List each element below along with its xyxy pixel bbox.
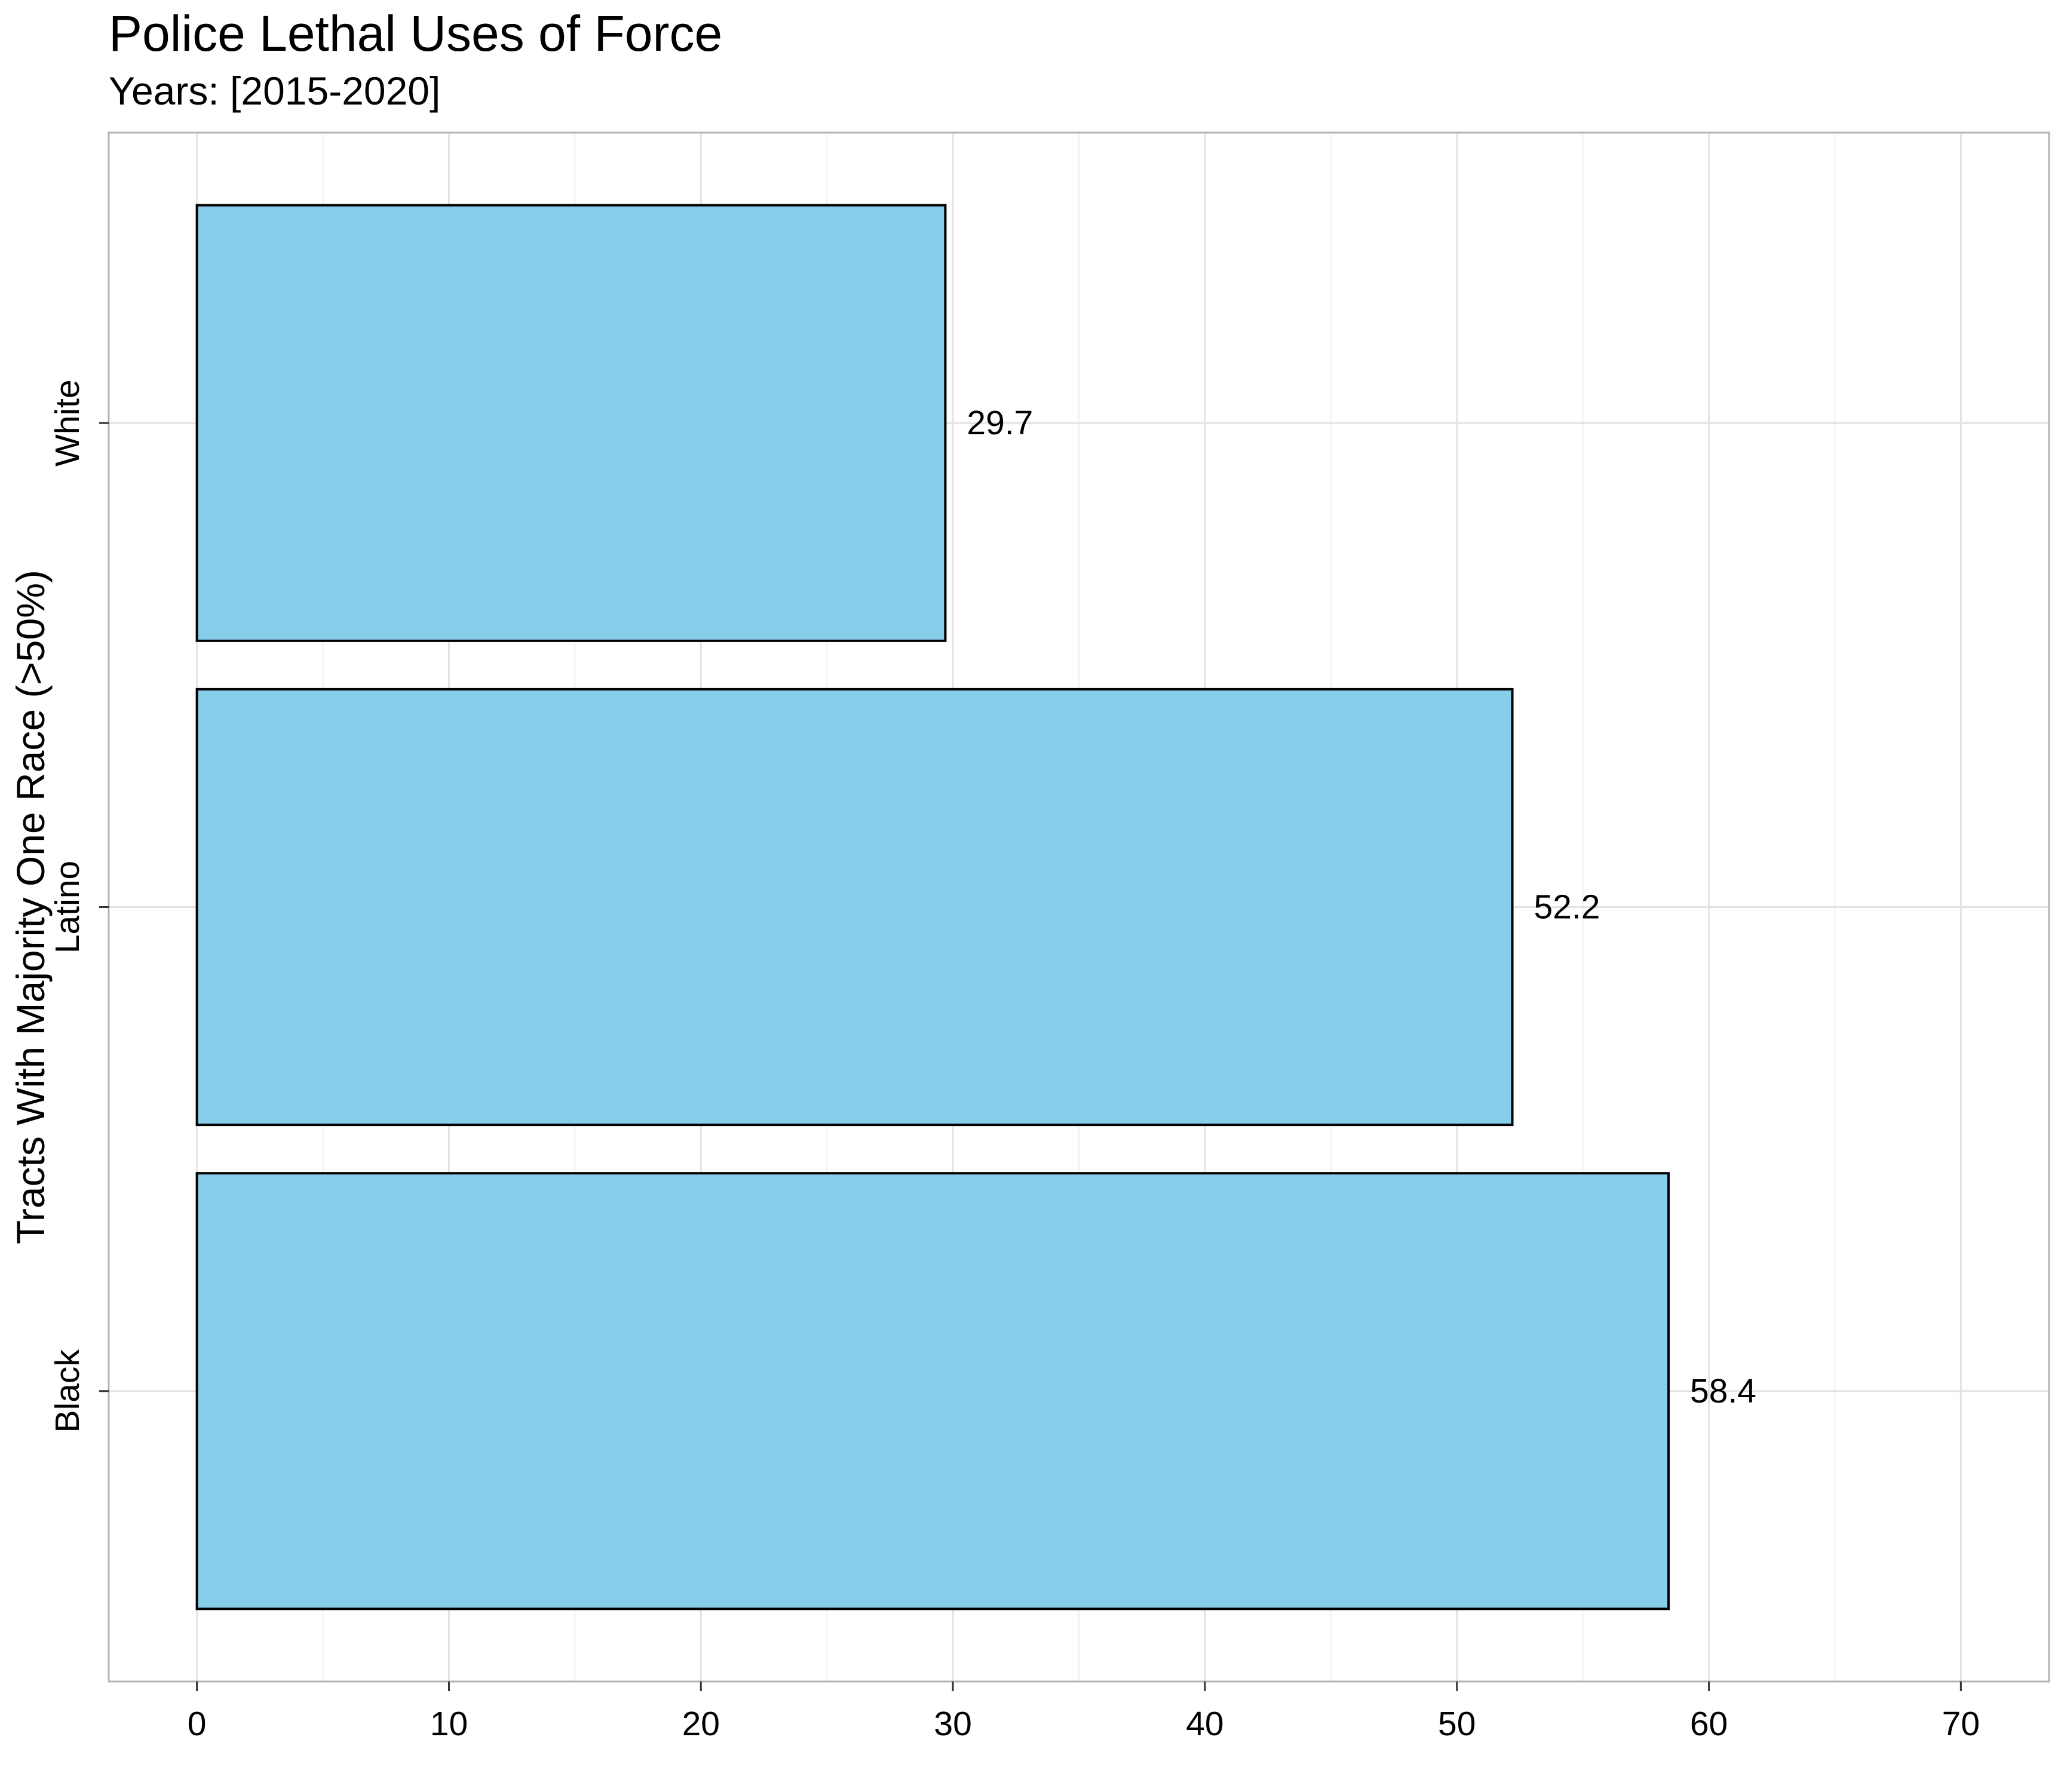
chart-title: Police Lethal Uses of Force — [109, 5, 723, 62]
bar-latino — [195, 688, 1514, 1127]
x-tick-label: 0 — [188, 1705, 207, 1743]
y-tick-label: White — [48, 379, 87, 467]
chart-subtitle: Years: [2015-2020] — [109, 69, 441, 113]
x-tick-label: 50 — [1438, 1705, 1476, 1743]
x-tick-label: 10 — [430, 1705, 468, 1743]
x-tick-label: 60 — [1690, 1705, 1728, 1743]
y-tick-label: Black — [48, 1349, 87, 1433]
axes: 0 10 20 30 40 50 60 70 Black Latino White — [48, 379, 1980, 1743]
y-axis-title: Tracts With Majority One Race (>50%) — [8, 570, 53, 1244]
bar-value-label: 58.4 — [1690, 1372, 1756, 1410]
x-tick-label: 70 — [1942, 1705, 1980, 1743]
bar-value-label: 29.7 — [967, 404, 1033, 442]
y-tick-label: Latino — [48, 861, 87, 953]
bar-white — [195, 204, 947, 642]
x-tick-label: 30 — [934, 1705, 971, 1743]
bars: 58.4 52.2 29.7 — [195, 204, 1756, 1610]
x-tick-label: 40 — [1186, 1705, 1223, 1743]
bar-value-label: 52.2 — [1534, 888, 1600, 926]
x-tick-label: 20 — [682, 1705, 720, 1743]
bar-black — [195, 1172, 1670, 1610]
